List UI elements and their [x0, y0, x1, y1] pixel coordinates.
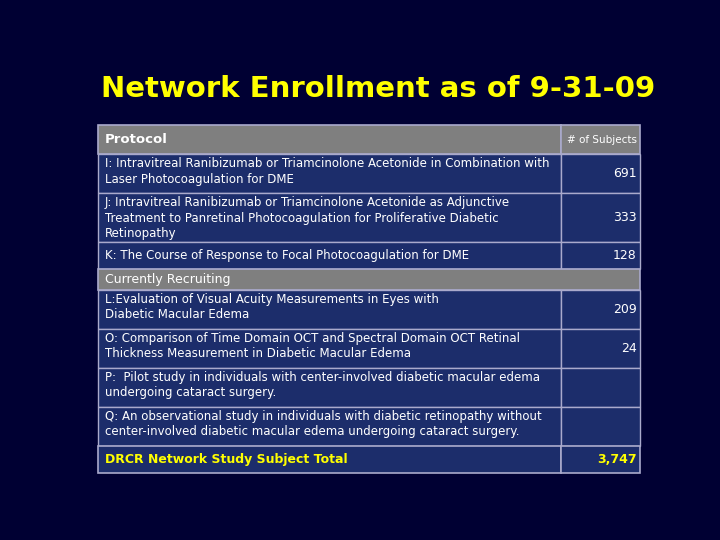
Bar — [561, 407, 639, 446]
Text: 691: 691 — [613, 167, 637, 180]
Text: Q: An observational study in individuals with diabetic retinopathy without
cente: Q: An observational study in individuals… — [105, 410, 542, 438]
Bar — [561, 328, 639, 368]
Text: L:Evaluation of Visual Acuity Measurements in Eyes with
Diabetic Macular Edema: L:Evaluation of Visual Acuity Measuremen… — [105, 293, 439, 321]
Bar — [561, 289, 639, 328]
Text: # of Subjects: # of Subjects — [567, 134, 637, 145]
Text: 3,747: 3,747 — [597, 453, 637, 466]
Bar — [99, 154, 561, 193]
Bar — [99, 368, 561, 407]
Bar — [561, 242, 639, 269]
Text: 128: 128 — [613, 249, 637, 262]
Bar — [561, 154, 639, 193]
Text: O: Comparison of Time Domain OCT and Spectral Domain OCT Retinal
Thickness Measu: O: Comparison of Time Domain OCT and Spe… — [105, 332, 520, 360]
Text: P:  Pilot study in individuals with center-involved diabetic macular edema
under: P: Pilot study in individuals with cente… — [105, 371, 540, 400]
Bar — [561, 125, 639, 154]
Text: Network Enrollment as of 9-31-09: Network Enrollment as of 9-31-09 — [101, 75, 655, 103]
Bar — [561, 193, 639, 242]
Text: DRCR Network Study Subject Total: DRCR Network Study Subject Total — [105, 453, 348, 466]
Text: 24: 24 — [621, 342, 637, 355]
Bar — [99, 289, 561, 328]
Text: I: Intravitreal Ranibizumab or Triamcinolone Acetonide in Combination with
Laser: I: Intravitreal Ranibizumab or Triamcino… — [105, 157, 549, 186]
Bar — [99, 407, 561, 446]
Text: Currently Recruiting: Currently Recruiting — [105, 273, 230, 286]
Bar — [99, 328, 561, 368]
Bar — [561, 446, 639, 473]
Bar — [99, 193, 561, 242]
Text: Protocol: Protocol — [105, 133, 168, 146]
Bar — [99, 125, 561, 154]
Bar — [99, 242, 561, 269]
Text: J: Intravitreal Ranibizumab or Triamcinolone Acetonide as Adjunctive
Treatment t: J: Intravitreal Ranibizumab or Triamcino… — [105, 196, 510, 240]
Text: 209: 209 — [613, 302, 637, 315]
Text: 333: 333 — [613, 211, 637, 224]
Bar — [99, 269, 639, 289]
Text: K: The Course of Response to Focal Photocoagulation for DME: K: The Course of Response to Focal Photo… — [105, 249, 469, 262]
Bar — [561, 368, 639, 407]
Bar — [99, 446, 561, 473]
